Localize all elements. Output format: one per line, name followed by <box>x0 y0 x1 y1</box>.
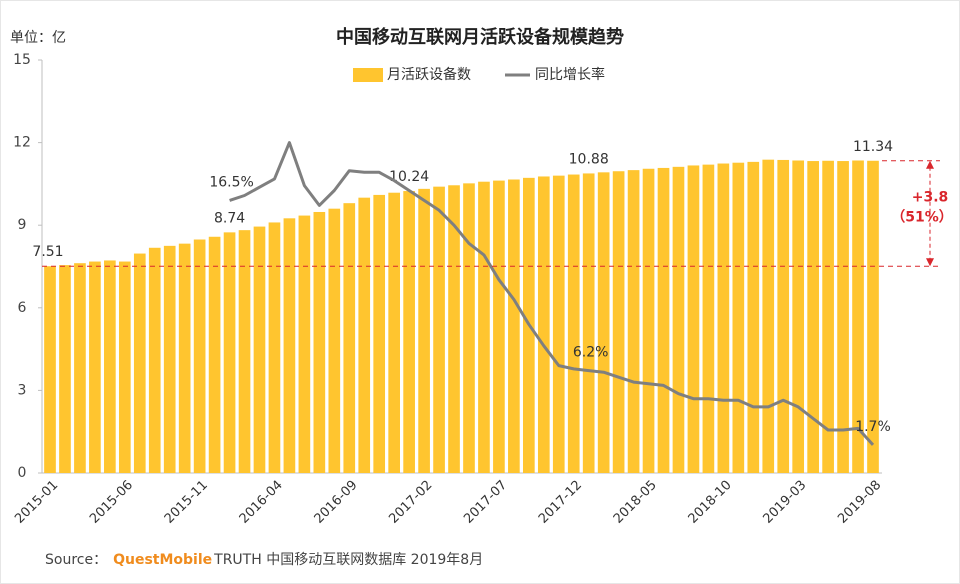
chart-title: 中国移动互联网月活跃设备规模趋势 <box>336 26 624 48</box>
bar <box>702 164 715 474</box>
arrow-head <box>926 258 934 267</box>
bar <box>687 165 700 473</box>
y-tick-label: 12 <box>13 135 31 151</box>
data-label: 8.74 <box>214 210 245 226</box>
bar <box>552 175 565 473</box>
bar <box>253 226 266 473</box>
y-tick-label: 6 <box>18 300 27 316</box>
bar <box>44 266 56 473</box>
y-tick-label: 9 <box>18 217 27 233</box>
x-tick-label: 2019-03 <box>760 478 809 527</box>
bar <box>508 179 520 473</box>
data-label: 6.2% <box>573 345 609 361</box>
bar <box>807 161 819 473</box>
bar <box>777 159 790 474</box>
x-tick-label: 2018-05 <box>611 478 660 527</box>
y-tick-label: 0 <box>18 465 27 481</box>
bar <box>537 176 550 473</box>
bar <box>74 263 86 473</box>
y-tick-label: 15 <box>13 52 31 68</box>
bar <box>837 161 849 473</box>
bar <box>657 167 670 473</box>
bar <box>433 186 445 474</box>
x-tick-label: 2018-10 <box>686 478 735 527</box>
x-tick-label: 2017-12 <box>536 478 585 527</box>
bar <box>672 166 685 473</box>
x-tick-label: 2016-09 <box>312 478 361 527</box>
bar <box>567 174 580 473</box>
data-label: 10.88 <box>569 151 609 167</box>
source-text: TRUTH 中国移动互联网数据库 2019年8月 <box>213 552 483 568</box>
legend-label: 月活跃设备数 <box>387 66 471 83</box>
bar <box>104 260 116 473</box>
data-label: 16.5% <box>209 174 253 190</box>
bar <box>89 261 101 473</box>
bar <box>328 208 341 473</box>
bar <box>148 247 161 473</box>
line <box>229 141 875 446</box>
bar <box>178 243 191 473</box>
bar <box>268 222 281 473</box>
data-label: 11.34 <box>853 139 893 155</box>
bar <box>223 232 236 473</box>
bar <box>163 245 176 473</box>
bar <box>463 183 475 473</box>
bar <box>612 171 625 473</box>
bar <box>298 215 311 473</box>
bar <box>208 236 221 473</box>
bar <box>478 181 490 473</box>
bar <box>792 160 805 473</box>
bar <box>448 185 460 473</box>
data-label: 7.51 <box>32 244 63 260</box>
bar <box>373 194 386 473</box>
annotation: （51%） <box>891 209 953 225</box>
bar <box>313 211 326 473</box>
bar <box>388 192 400 473</box>
legend-swatch <box>353 68 383 82</box>
x-tick-label: 2017-07 <box>461 478 510 527</box>
bar <box>193 239 206 473</box>
x-tick-label: 2015-01 <box>12 478 61 527</box>
bar <box>493 180 505 473</box>
bar <box>582 173 595 474</box>
bar <box>59 265 71 473</box>
bar <box>627 170 640 473</box>
bar <box>852 160 864 473</box>
bar <box>732 162 745 473</box>
annotation: +3.8 <box>912 189 949 205</box>
bar <box>118 261 131 473</box>
x-tick-label: 2015-11 <box>162 478 211 527</box>
arrow-head <box>926 160 934 169</box>
bar <box>642 168 655 474</box>
x-tick-label: 2017-02 <box>386 478 435 527</box>
data-label: 10.24 <box>389 169 429 185</box>
bar <box>867 160 879 473</box>
bar <box>717 163 730 473</box>
bar <box>283 218 296 473</box>
x-tick-label: 2016-04 <box>237 478 286 527</box>
source: Source： QuestMobile TRUTH 中国移动互联网数据库 2019年… <box>45 552 483 568</box>
bar <box>822 160 834 473</box>
bar <box>238 230 251 473</box>
bar <box>403 191 415 474</box>
source-prefix: Source： <box>45 552 107 568</box>
bar <box>343 203 356 473</box>
bar <box>418 188 430 473</box>
bar <box>358 197 371 473</box>
unit-label: 单位：亿 <box>10 30 66 46</box>
data-label: 1.7% <box>855 419 891 435</box>
x-tick-label: 2015-06 <box>87 478 136 527</box>
legend-label: 同比增长率 <box>535 66 605 83</box>
bar <box>762 159 775 474</box>
source-brand: QuestMobile <box>113 552 212 568</box>
bar <box>133 253 146 473</box>
y-tick-label: 3 <box>18 382 27 398</box>
bar <box>597 172 610 473</box>
x-tick-label: 2019-08 <box>835 478 884 527</box>
legend: 月活跃设备数 同比增长率 <box>353 66 605 83</box>
bar <box>747 161 760 473</box>
